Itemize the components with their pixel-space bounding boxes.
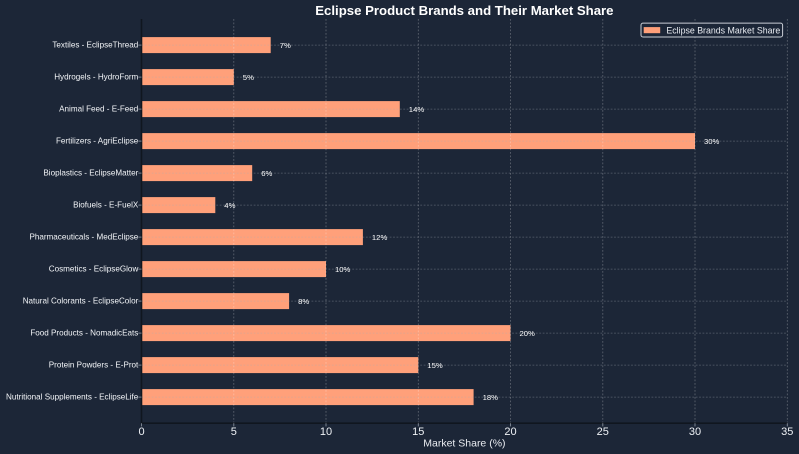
svg-text:Biofuels - E-FuelX: Biofuels - E-FuelX bbox=[73, 201, 139, 210]
svg-text:Bioplastics - EclipseMatter: Bioplastics - EclipseMatter bbox=[43, 169, 138, 178]
svg-text:10%: 10% bbox=[335, 265, 351, 274]
svg-text:30%: 30% bbox=[704, 137, 720, 146]
svg-text:5: 5 bbox=[231, 426, 237, 438]
svg-text:6%: 6% bbox=[261, 169, 272, 178]
svg-text:15: 15 bbox=[412, 426, 424, 438]
svg-text:Textiles - EclipseThread: Textiles - EclipseThread bbox=[52, 41, 138, 50]
svg-text:4%: 4% bbox=[224, 201, 235, 210]
svg-text:18%: 18% bbox=[483, 393, 499, 402]
svg-text:7%: 7% bbox=[280, 41, 291, 50]
svg-text:Animal Feed - E-Feed: Animal Feed - E-Feed bbox=[59, 105, 138, 114]
svg-text:Food Products - NomadicEats: Food Products - NomadicEats bbox=[30, 329, 138, 338]
svg-text:15%: 15% bbox=[427, 361, 443, 370]
svg-text:Eclipse Product Brands and The: Eclipse Product Brands and Their Market … bbox=[315, 3, 613, 18]
svg-text:20: 20 bbox=[504, 426, 516, 438]
svg-text:0: 0 bbox=[138, 426, 144, 438]
svg-text:Pharmaceuticals - MedEclipse: Pharmaceuticals - MedEclipse bbox=[29, 233, 138, 242]
svg-text:25: 25 bbox=[597, 426, 609, 438]
svg-text:14%: 14% bbox=[409, 105, 425, 114]
svg-text:Natural Colorants - EclipseCol: Natural Colorants - EclipseColor bbox=[23, 297, 139, 306]
svg-text:8%: 8% bbox=[298, 297, 309, 306]
svg-text:30: 30 bbox=[689, 426, 701, 438]
svg-text:Nutritional Supplements - Ecli: Nutritional Supplements - EclipseLife bbox=[6, 393, 139, 402]
svg-text:Eclipse Brands Market Share: Eclipse Brands Market Share bbox=[666, 25, 780, 35]
svg-text:20%: 20% bbox=[520, 329, 536, 338]
svg-text:Hydrogels - HydroForm: Hydrogels - HydroForm bbox=[54, 73, 138, 82]
svg-text:Protein Powders - E-Prot: Protein Powders - E-Prot bbox=[49, 361, 139, 370]
svg-text:5%: 5% bbox=[243, 73, 254, 82]
svg-text:Market Share (%): Market Share (%) bbox=[423, 437, 505, 449]
svg-text:Fertilizers - AgriEclipse: Fertilizers - AgriEclipse bbox=[56, 137, 139, 146]
svg-text:12%: 12% bbox=[372, 233, 388, 242]
svg-text:35: 35 bbox=[781, 426, 793, 438]
svg-text:10: 10 bbox=[320, 426, 332, 438]
svg-text:Cosmetics - EclipseGlow: Cosmetics - EclipseGlow bbox=[49, 265, 139, 274]
